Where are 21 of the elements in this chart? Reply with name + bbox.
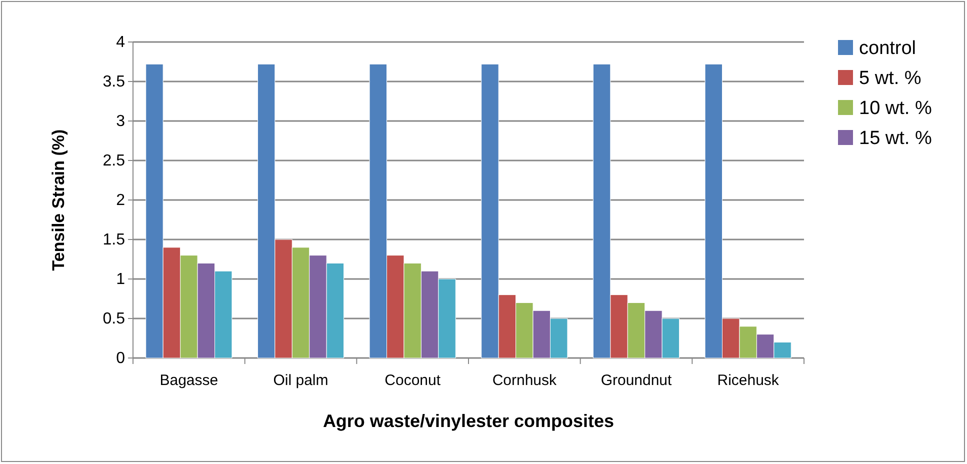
y-tick-label: 3.5 xyxy=(102,74,126,91)
y-axis-title: Tensile Strain (%) xyxy=(49,129,68,271)
legend-label: control xyxy=(859,38,916,59)
x-tick-label: Bagasse xyxy=(160,372,218,389)
y-tick-label: 3 xyxy=(116,113,126,130)
legend-label: 10 wt. % xyxy=(859,98,932,119)
x-tick-label: Groundnut xyxy=(600,372,673,389)
x-tick-label: Coconut xyxy=(384,372,442,389)
y-tick-label: 2.5 xyxy=(102,152,126,170)
x-tick-label: Cornhusk xyxy=(492,372,558,389)
legend-label: 5 wt. % xyxy=(859,68,922,89)
legend-label: 15 wt. % xyxy=(859,128,932,149)
x-tick-label: Oil palm xyxy=(273,372,328,389)
y-tick-label: 0 xyxy=(116,350,126,368)
y-tick-label: 1 xyxy=(116,271,126,288)
y-tick-label: 1.5 xyxy=(102,232,126,249)
y-tick-label: 0.5 xyxy=(102,310,126,328)
x-tick-label: Ricehusk xyxy=(717,372,780,389)
y-tick-label: 4 xyxy=(116,34,126,52)
y-tick-label: 2 xyxy=(116,192,126,210)
x-axis-title: Agro waste/vinylester composites xyxy=(322,411,614,431)
